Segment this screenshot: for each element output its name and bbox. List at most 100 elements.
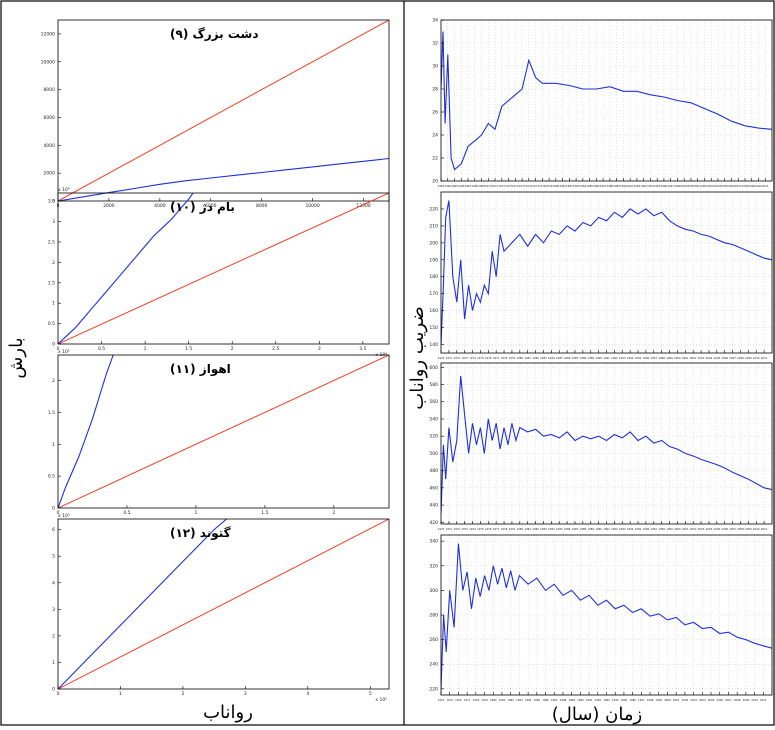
x-tick-label: 1 (119, 691, 122, 697)
x-tick-label: 1997 (638, 698, 645, 702)
x-tick-label: 1999 (681, 184, 688, 188)
x-tick-label: 1988 (580, 356, 587, 360)
x-tick-label: 1998 (658, 356, 665, 360)
x-tick-label: 1999 (666, 527, 673, 531)
x-tick-label: 1980 (553, 184, 560, 188)
x-tick-label: 1980 (517, 527, 524, 531)
y-tick-label: 520 (429, 434, 438, 440)
x-tick-label: 1985 (556, 356, 563, 360)
reference-line (58, 20, 389, 201)
x-tick-label: 1990 (620, 184, 627, 188)
y-tick-label: 160 (429, 308, 438, 314)
x-tick-label: 2008 (737, 527, 744, 531)
x-tick-label: 2001 (682, 356, 689, 360)
x-tick-label: 1995 (635, 356, 642, 360)
x-tick-label: 1965 (451, 184, 458, 188)
y-tick-label: 280 (429, 613, 438, 619)
x-tick-label: 1996 (643, 356, 650, 360)
x-tick-label: 2007 (725, 698, 732, 702)
x-tick-label: 2002 (690, 527, 697, 531)
x-tick-label: 2000 (103, 203, 115, 209)
x-tick-label: 1982 (566, 184, 573, 188)
y-tick-label: 32 (432, 41, 438, 47)
y-tick-label: 30 (432, 64, 438, 70)
x-tick-label: 1986 (564, 527, 571, 531)
x-tick-label: 1990 (595, 356, 602, 360)
y-tick-label: 200 (429, 240, 438, 246)
y-tick-label: 540 (429, 416, 438, 422)
x-tick-label: 2002 (701, 184, 708, 188)
x-tick-label: 1977 (532, 184, 539, 188)
x-tick-label: 2006 (728, 184, 735, 188)
x-tick-label: 1976 (526, 184, 533, 188)
x-tick-label: 2008 (734, 698, 741, 702)
x-tick-label: 1983 (573, 184, 580, 188)
x-tick-label: 1972 (498, 184, 505, 188)
x-tick-label: 2002 (682, 698, 689, 702)
x-tick-label: 1963 (438, 184, 445, 188)
x-tick-label: 1.5 (185, 346, 192, 352)
y-tick-label: 420 (429, 520, 438, 526)
x-tick-label: 6000 (205, 203, 217, 209)
x-tick-label: 0 (57, 346, 60, 352)
x-tick-label: 1992 (634, 184, 641, 188)
x-tick-label: 1985 (534, 698, 541, 702)
x-tick-label: 2003 (690, 698, 697, 702)
x-tick-label: 2005 (714, 527, 721, 531)
x-tick-label: 2006 (716, 698, 723, 702)
x-tick-label: 1986 (593, 184, 600, 188)
x-tick-label: 1978 (539, 184, 546, 188)
y-tick-label: 140 (429, 342, 438, 348)
x-tick-label: 2003 (698, 356, 705, 360)
x-tick-label: 1975 (477, 356, 484, 360)
y-tick-label: 0 (52, 199, 55, 205)
x-tick-label: 1993 (640, 184, 647, 188)
x-tick-label: 2001 (682, 527, 689, 531)
y-tick-label: 240 (429, 662, 438, 668)
y-tick-label: 180 (429, 274, 438, 280)
x-tick-label: 1997 (650, 356, 657, 360)
panel-title: بام دژ (۱۰) (170, 200, 235, 215)
x-tick-label: 1971 (446, 527, 453, 531)
x-tick-label: 1982 (507, 698, 514, 702)
panel-ts-dasht-bozorg: 1963 1964 1965 1966 1967 1968 1969 1970 1971 1972… (432, 18, 773, 188)
x-tick-label: 1991 (603, 356, 610, 360)
x-tick-label: 1976 (485, 527, 492, 531)
x-tick-label: 2004 (706, 356, 713, 360)
x-tick-label: 1996 (643, 527, 650, 531)
panel-gotvand: 0 1 2 3 4 5 0 1 2 3 4 5 6 x 10⁵ x 10⁵ گتوند (۱۲) (52, 513, 390, 703)
y-tick-label: 460 (429, 485, 438, 491)
x-tick-label: 5 (369, 691, 372, 697)
y-tick-label: 22 (432, 156, 438, 162)
x-tick-label: 2004 (706, 527, 713, 531)
y-tick-label: 28 (432, 87, 438, 93)
x-tick-label: 1987 (572, 527, 579, 531)
x-tick-label: 1981 (499, 698, 506, 702)
x-tick-label: 2009 (748, 184, 755, 188)
x-tick-label: 1991 (627, 184, 634, 188)
y-tick-label: 2 (52, 633, 55, 639)
y-tick-label: 480 (429, 468, 438, 474)
x-tick-label: 1987 (551, 698, 558, 702)
axes-frame (57, 192, 390, 345)
x-tick-label: 12000 (356, 203, 370, 209)
x-tick-label: 2007 (735, 184, 742, 188)
y-tick-label: 34 (432, 18, 438, 24)
x-tick-label: 1974 (438, 698, 445, 702)
x-tick-label: 2009 (745, 527, 752, 531)
x-tick-label: 1969 (478, 184, 485, 188)
x-tick-label: 2011 (761, 527, 768, 531)
x-tick-label: 2010 (751, 698, 758, 702)
x-tick-label: 1981 (524, 356, 531, 360)
y-tick-label: 2.5 (48, 239, 55, 245)
x-tick-label: 1972 (453, 356, 460, 360)
x-tick-label: 1970 (438, 527, 445, 531)
data-series-line (441, 543, 772, 689)
x-tick-label: 1993 (619, 527, 626, 531)
x-tick-label: 1988 (580, 527, 587, 531)
data-series-line (58, 355, 114, 508)
x-tick-label: 1974 (469, 356, 476, 360)
x-tick-label: 1.5 (261, 510, 268, 516)
x-tick-label: 2 (181, 691, 184, 697)
x-tick-label: 2011 (762, 184, 769, 188)
